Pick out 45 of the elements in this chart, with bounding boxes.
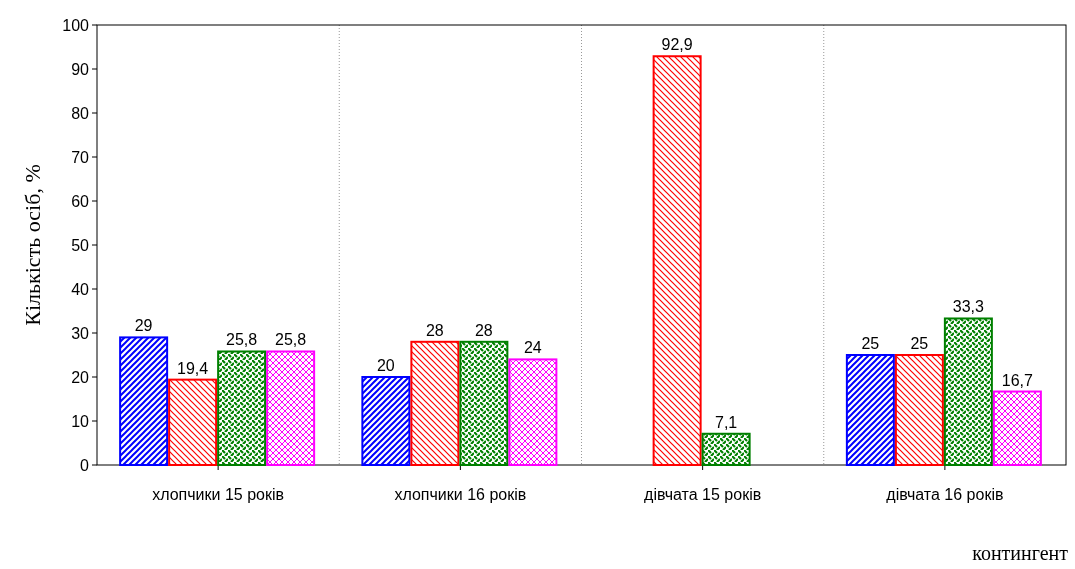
y-tick-label: 50 [71,236,90,254]
data-label: 19,4 [177,359,209,377]
y-tick-label: 80 [71,104,90,122]
bar [459,340,509,466]
bar [266,350,316,466]
bar [652,55,702,466]
data-label: 33,3 [952,298,985,316]
bar [410,340,460,466]
data-label: 25,8 [226,331,258,349]
data-label: 25,8 [275,331,307,349]
y-tick-label: 30 [71,324,90,342]
data-label: 29 [134,317,153,335]
x-tick-label: дівчата 16 років [886,486,1004,503]
y-tick-label: 10 [71,412,90,430]
y-tick-label: 100 [62,16,90,34]
data-label: 20 [376,357,395,374]
data-label: 7,1 [715,413,738,431]
data-label: 28 [425,321,444,339]
bar [361,376,411,466]
data-label: 25 [910,335,929,352]
data-label: 16,7 [1001,371,1034,389]
data-label: 24 [523,339,542,357]
y-tick-label: 0 [80,456,90,474]
data-label: 28 [474,321,493,339]
y-tick-label: 40 [71,280,90,298]
bar [701,432,751,466]
y-axis-title: Кількість осіб, % [20,164,45,326]
y-tick-label: 60 [71,192,90,210]
y-tick-label: 90 [71,60,90,78]
y-tick-label: 20 [71,368,90,386]
bar [119,336,169,466]
data-label: 25 [861,335,880,352]
x-tick-label: хлопчики 16 років [394,486,527,503]
x-tick-label: хлопчики 15 років [152,486,285,503]
x-axis-title: контингент [972,542,1069,564]
bar [943,317,993,466]
bar [217,350,267,466]
bar [168,378,218,466]
bar [992,390,1042,466]
bar [845,354,895,466]
bar [894,354,944,466]
data-label: 92,9 [661,36,693,54]
x-tick-label: дівчата 15 років [644,486,762,503]
bar [508,358,558,466]
y-tick-label: 70 [71,148,90,166]
